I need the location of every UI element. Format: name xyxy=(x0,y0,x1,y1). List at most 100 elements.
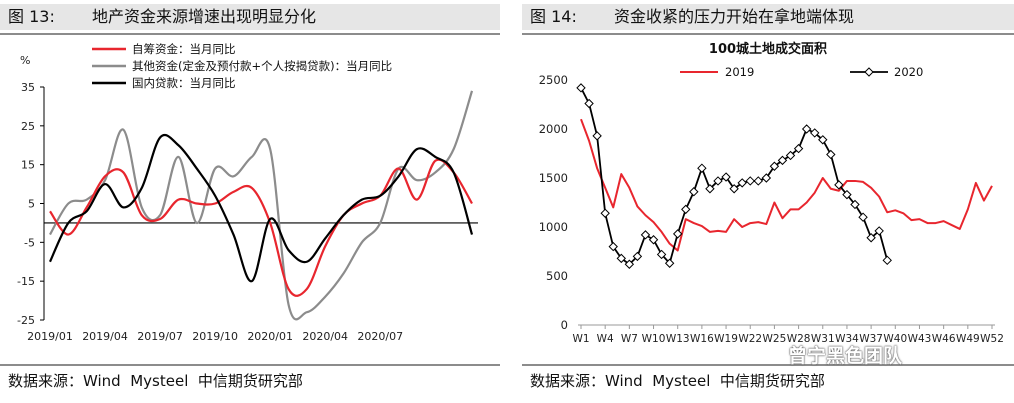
figure-14-panel: 图 14: 资金收紧的压力开始在拿地端体现 100城土地成交面积 0 500 1000… xyxy=(522,0,1014,403)
x-tick-label: W31 xyxy=(811,333,835,345)
y-tick-label: 2500 xyxy=(539,73,568,87)
data-point-2020 xyxy=(785,150,796,161)
y-tick-label: 0 xyxy=(561,318,568,332)
data-point-2020 xyxy=(600,208,610,218)
x-tick-label: 2020/07 xyxy=(357,330,403,343)
x-tick-label: W49 xyxy=(956,333,980,345)
figure-14-top-rule xyxy=(522,33,1014,35)
y-tick-label: 1500 xyxy=(539,171,568,185)
data-point-2020 xyxy=(761,173,772,183)
x-tick-label: W46 xyxy=(932,333,956,345)
legend-marker-2020 xyxy=(864,67,874,77)
series-line-2020 xyxy=(580,87,889,266)
funding-sources-chart: % -25 -15 -5 5 15 25 35 2019/01 2019/04 2019/07 201… xyxy=(17,42,478,343)
data-point-2020 xyxy=(664,258,675,268)
data-point-2020 xyxy=(850,199,860,210)
data-point-2020 xyxy=(737,178,747,188)
data-point-2020 xyxy=(882,255,892,266)
data-point-2020 xyxy=(842,189,852,200)
x-tick-label: W22 xyxy=(738,333,762,345)
figure-14-bottom-rule xyxy=(522,364,1014,366)
data-point-2020 xyxy=(801,124,812,134)
data-point-2020 xyxy=(753,176,764,186)
data-point-2020 xyxy=(689,187,699,197)
data-point-2020 xyxy=(681,204,691,215)
data-point-2020 xyxy=(592,131,602,141)
data-point-2020 xyxy=(858,212,868,222)
data-point-2020 xyxy=(713,176,723,186)
figure-13-bottom-rule xyxy=(0,364,500,366)
figure-13-source: 数据来源：Wind Mysteel 中信期货研究部 xyxy=(8,372,303,390)
series-line-1 xyxy=(49,90,474,321)
data-point-2020 xyxy=(826,149,836,160)
legend-label-2019: 2019 xyxy=(725,65,754,79)
x-tick-label: W19 xyxy=(714,333,738,345)
y-tick-label: 500 xyxy=(546,269,568,283)
x-tick-label: W4 xyxy=(597,333,614,345)
y-tick-label: 1000 xyxy=(539,220,568,234)
data-point-2020 xyxy=(721,172,731,182)
series-line-0 xyxy=(49,158,473,297)
data-point-2020 xyxy=(729,184,739,194)
data-point-2020 xyxy=(608,241,618,252)
y-tick-label: 2000 xyxy=(539,122,568,136)
x-tick-label: 2020/01 xyxy=(247,330,293,343)
data-point-2020 xyxy=(834,180,844,190)
legend-label-2: 国内贷款：当月同比 xyxy=(132,76,236,90)
y-tick-label: -25 xyxy=(17,314,35,327)
x-tick-label: 2019/04 xyxy=(82,330,128,343)
y-tick-label: -5 xyxy=(24,236,35,249)
data-point-2020 xyxy=(624,259,635,269)
data-point-2020 xyxy=(584,98,594,109)
y-tick-label: 5 xyxy=(28,198,35,211)
x-tick-label: W43 xyxy=(908,333,932,345)
figure-13-panel: 图 13: 地产资金来源增速出现明显分化 % -25 -15 -5 5 15 25 35 201… xyxy=(0,0,500,403)
data-point-2020 xyxy=(777,155,788,166)
data-point-2020 xyxy=(818,135,828,145)
data-point-2020 xyxy=(576,83,586,93)
legend-label-1: 其他资金(定金及预付款+个人按揭贷款)：当月同比 xyxy=(132,59,392,73)
data-point-2020 xyxy=(705,184,715,194)
x-tick-label: W7 xyxy=(621,333,638,345)
x-tick-label: W10 xyxy=(642,333,666,345)
figure-14-title: 资金收紧的压力开始在拿地端体现 xyxy=(614,7,855,26)
watermark-text: 曾宁黑色团队 xyxy=(788,345,903,367)
x-tick-label: 2019/10 xyxy=(192,330,238,343)
figure-13-top-rule xyxy=(0,33,500,35)
figure-13-title-bar: 图 13: 地产资金来源增速出现明显分化 xyxy=(0,4,500,30)
figure-13-title: 地产资金来源增速出现明显分化 xyxy=(92,7,317,26)
data-point-2020 xyxy=(793,143,804,154)
x-tick-label: W13 xyxy=(666,333,690,345)
x-tick-label: 2020/04 xyxy=(302,330,348,343)
x-tick-label: W40 xyxy=(883,333,907,345)
data-point-2020 xyxy=(672,229,683,239)
chart-title: 100城土地成交面积 xyxy=(709,41,827,57)
y-tick-label: 25 xyxy=(21,120,35,133)
data-point-2020 xyxy=(745,176,755,186)
x-tick-label: 2019/01 xyxy=(27,330,73,343)
x-tick-label: W1 xyxy=(572,333,589,345)
series-line-2 xyxy=(49,133,474,283)
data-point-2020 xyxy=(616,253,627,264)
data-point-2020 xyxy=(632,251,643,262)
y-tick-label: -15 xyxy=(17,275,35,288)
x-tick-label: W28 xyxy=(787,333,811,345)
x-tick-label: W34 xyxy=(835,333,859,345)
y-tick-label: 15 xyxy=(21,159,35,172)
data-point-2020 xyxy=(769,161,780,171)
data-point-2020 xyxy=(656,249,667,260)
data-point-2020 xyxy=(874,226,884,236)
data-point-2020 xyxy=(697,163,707,173)
data-point-2020 xyxy=(809,128,820,138)
y-tick-label: 35 xyxy=(21,81,35,94)
x-tick-label: W25 xyxy=(763,333,787,345)
x-tick-label: W52 xyxy=(980,333,1004,345)
x-tick-label: W16 xyxy=(690,333,714,345)
data-point-2020 xyxy=(648,235,659,245)
legend-label-0: 自筹资金：当月同比 xyxy=(132,42,236,56)
legend-label-2020: 2020 xyxy=(894,65,923,79)
figure-14-title-bar: 图 14: 资金收紧的压力开始在拿地端体现 xyxy=(522,4,1014,30)
y-unit-label: % xyxy=(20,54,30,67)
x-tick-label: 2019/07 xyxy=(137,330,183,343)
